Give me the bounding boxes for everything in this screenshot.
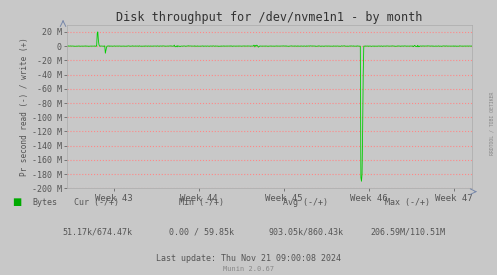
Y-axis label: Pr second read (-) / write (+): Pr second read (-) / write (+) [20, 37, 29, 176]
Text: Munin 2.0.67: Munin 2.0.67 [223, 266, 274, 272]
Text: Avg (-/+): Avg (-/+) [283, 198, 328, 207]
Text: Cur (-/+): Cur (-/+) [75, 198, 119, 207]
Title: Disk throughput for /dev/nvme1n1 - by month: Disk throughput for /dev/nvme1n1 - by mo… [116, 10, 423, 24]
Text: Bytes: Bytes [32, 198, 57, 207]
Text: 0.00 / 59.85k: 0.00 / 59.85k [169, 228, 234, 237]
Text: 903.05k/860.43k: 903.05k/860.43k [268, 228, 343, 237]
Text: Last update: Thu Nov 21 09:00:08 2024: Last update: Thu Nov 21 09:00:08 2024 [156, 254, 341, 263]
Text: Max (-/+): Max (-/+) [385, 198, 430, 207]
Text: RRDTOOL / TOBI OETIKER: RRDTOOL / TOBI OETIKER [490, 92, 495, 155]
Text: ■: ■ [12, 197, 22, 207]
Text: 206.59M/110.51M: 206.59M/110.51M [370, 228, 445, 237]
Text: 51.17k/674.47k: 51.17k/674.47k [62, 228, 132, 237]
Text: Min (-/+): Min (-/+) [179, 198, 224, 207]
